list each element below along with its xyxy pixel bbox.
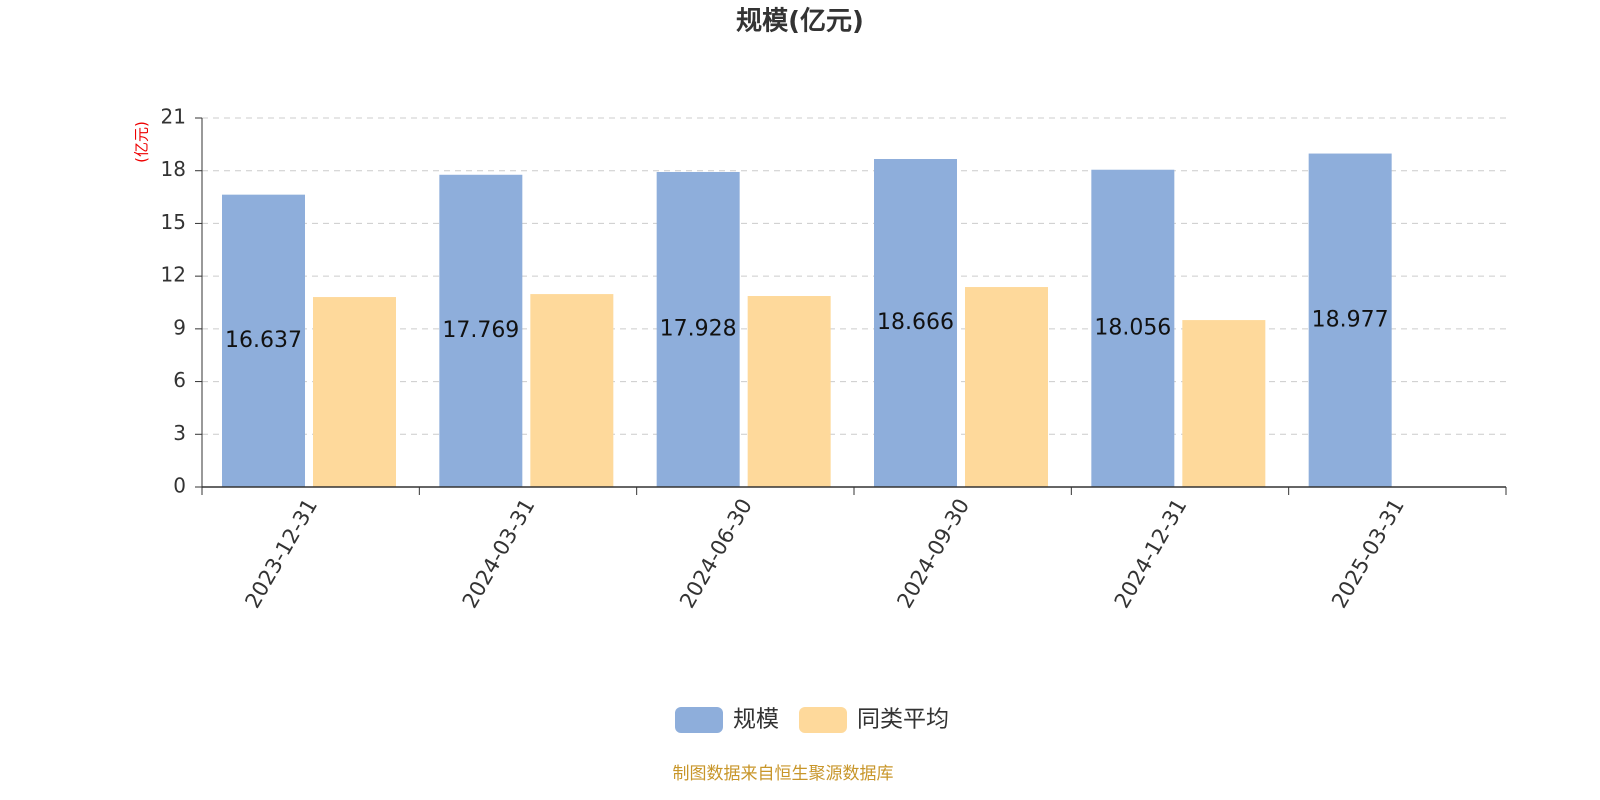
data-label: 18.977 (1312, 307, 1389, 332)
x-tick-label: 2025-03-31 (1327, 495, 1409, 613)
y-tick-label: 15 (161, 210, 186, 234)
x-tick-label: 2024-12-31 (1110, 495, 1192, 613)
legend-swatch (799, 707, 847, 733)
x-tick-label: 2023-12-31 (240, 495, 322, 613)
bar (1182, 320, 1266, 487)
y-tick-label: 12 (161, 263, 186, 287)
x-tick-label: 2024-06-30 (675, 495, 757, 613)
bar (1091, 169, 1175, 487)
source-note: 制图数据来自恒生聚源数据库 (673, 764, 894, 784)
data-label: 18.666 (877, 310, 954, 335)
y-tick-label: 9 (173, 315, 186, 339)
x-tick-label: 2024-09-30 (892, 495, 974, 613)
y-tick-label: 21 (161, 105, 186, 129)
y-tick-label: 6 (173, 368, 186, 392)
bar (313, 297, 396, 487)
data-label: 16.637 (225, 328, 302, 353)
legend-label: 规模 (733, 707, 779, 733)
chart-title: 规模(亿元) (736, 7, 864, 37)
x-tick-label: 2024-03-31 (458, 495, 540, 613)
legend-swatch (675, 707, 723, 733)
bar (530, 294, 614, 487)
data-label: 18.056 (1094, 315, 1171, 340)
bar (1308, 153, 1392, 487)
bar (222, 194, 305, 488)
bar (874, 159, 957, 487)
y-tick-label: 3 (173, 421, 186, 445)
data-label: 17.928 (660, 316, 737, 341)
bar (747, 295, 831, 487)
y-axis-label: (亿元) (133, 121, 151, 163)
bar (656, 171, 740, 487)
legend-label: 同类平均 (857, 707, 949, 733)
y-tick-label: 18 (161, 157, 186, 181)
data-label: 17.769 (442, 318, 519, 343)
bar (439, 174, 523, 487)
bar (965, 287, 1048, 487)
y-tick-label: 0 (173, 474, 186, 498)
